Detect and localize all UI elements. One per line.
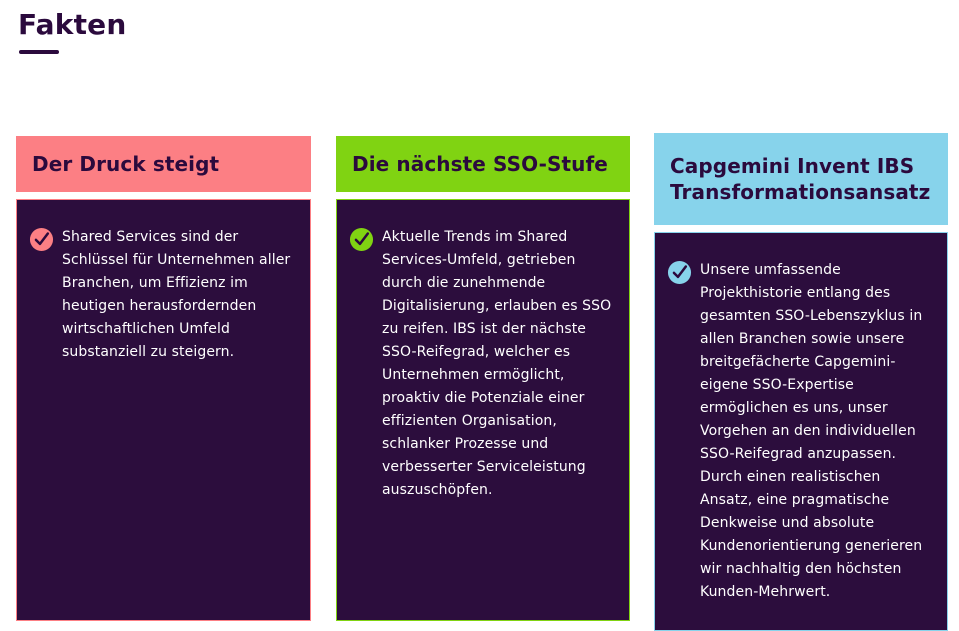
card-header: Der Druck steigt [16, 136, 311, 192]
check-circle-icon [29, 227, 54, 252]
fact-item: Aktuelle Trends im Shared Services-Umfel… [349, 226, 617, 502]
card-header: Die nächste SSO-Stufe [336, 136, 630, 192]
fact-text: Unsere umfassende Projekthistorie entlan… [700, 262, 923, 600]
card-title: Der Druck steigt [32, 152, 220, 176]
fact-item: Unsere umfassende Projekthistorie entlan… [667, 259, 935, 604]
card-body: Aktuelle Trends im Shared Services-Umfel… [336, 199, 630, 621]
card-title: Capgemini Invent IBS Transformationsansa… [670, 154, 931, 204]
check-circle-icon [667, 260, 692, 285]
title-underline [19, 50, 59, 54]
fact-item: Shared Services sind der Schlüssel für U… [29, 226, 298, 364]
card-header: Capgemini Invent IBS Transformationsansa… [654, 133, 948, 225]
card-die-naechste-sso-stufe: Die nächste SSO-Stufe Aktuelle Trends im… [336, 136, 630, 621]
card-capgemini-invent-ibs-transformationsansatz: Capgemini Invent IBS Transformationsansa… [654, 133, 948, 631]
card-title: Die nächste SSO-Stufe [352, 152, 608, 176]
check-circle-icon [349, 227, 374, 252]
card-body: Shared Services sind der Schlüssel für U… [16, 199, 311, 621]
fact-text: Shared Services sind der Schlüssel für U… [62, 229, 291, 360]
card-der-druck-steigt: Der Druck steigt Shared Services sind de… [16, 136, 311, 621]
page-title: Fakten [18, 8, 127, 41]
card-body: Unsere umfassende Projekthistorie entlan… [654, 232, 948, 631]
fact-text: Aktuelle Trends im Shared Services-Umfel… [382, 229, 612, 498]
